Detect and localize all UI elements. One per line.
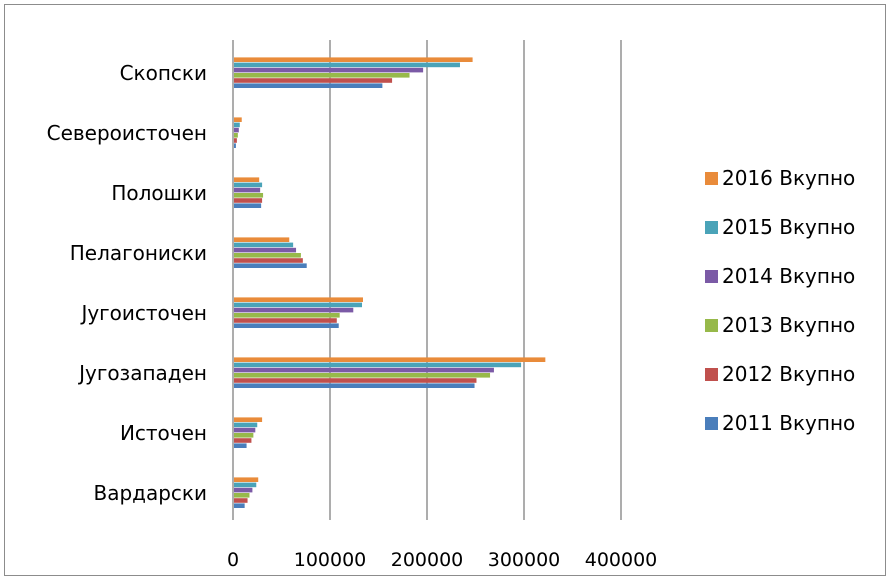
bar	[234, 138, 237, 143]
category-label: Источен	[120, 421, 207, 445]
category-label: Скопски	[120, 61, 207, 85]
bar	[234, 62, 460, 68]
bar	[234, 143, 236, 148]
bar	[234, 83, 383, 88]
legend-swatch	[705, 172, 718, 185]
x-tick-label: 100000	[294, 549, 367, 571]
bar	[234, 253, 301, 258]
category-label: Североисточен	[47, 121, 207, 145]
bar	[234, 318, 337, 323]
category-label: Југоисточен	[79, 301, 207, 325]
bar	[234, 493, 250, 498]
bar	[234, 177, 260, 182]
bar	[234, 133, 238, 138]
bar	[234, 237, 290, 242]
category-labels: Скопски Североисточен Полошки Пелагониски Ју…	[47, 61, 207, 505]
bar	[234, 357, 546, 362]
bar	[234, 193, 264, 198]
legend-label: 2011 Вкупно	[722, 411, 855, 435]
bar	[234, 203, 262, 208]
bar	[234, 247, 297, 253]
bar	[234, 422, 258, 428]
legend-label: 2015 Вкупно	[722, 215, 855, 239]
gridlines	[232, 40, 622, 520]
bar	[234, 427, 256, 433]
x-tick-label: 0	[227, 549, 239, 571]
x-axis-tick-labels: 0 100000 200000 300000 400000	[227, 549, 657, 571]
legend-swatch	[705, 270, 718, 283]
bar	[234, 378, 477, 383]
bars	[234, 57, 546, 508]
category-label: Полошки	[111, 181, 207, 205]
x-tick-label: 200000	[391, 549, 464, 571]
category-label: Пелагониски	[70, 241, 207, 265]
bar	[234, 503, 245, 508]
bar	[234, 307, 354, 313]
bar	[234, 433, 254, 438]
legend-label: 2013 Вкупно	[722, 313, 855, 337]
bar	[234, 302, 363, 308]
legend-label: 2014 Вкупно	[722, 264, 855, 288]
bar	[234, 383, 475, 388]
legend-swatch	[705, 319, 718, 332]
legend-label: 2012 Вкупно	[722, 362, 855, 386]
bar	[234, 313, 340, 318]
chart-frame: 0 100000 200000 300000 400000 Скопски Северои…	[4, 4, 886, 576]
bar	[234, 187, 261, 193]
bar	[234, 362, 522, 368]
bar	[234, 438, 252, 443]
bar	[234, 323, 339, 328]
bar	[234, 373, 491, 378]
category-label: Вардарски	[93, 481, 207, 505]
bar	[234, 477, 259, 482]
bar	[234, 487, 253, 493]
bar	[234, 482, 257, 488]
bar	[234, 498, 248, 503]
bar	[234, 127, 239, 133]
bar	[234, 367, 494, 373]
bar	[234, 78, 393, 83]
bar-chart: 0 100000 200000 300000 400000 Скопски Северои…	[47, 40, 855, 571]
legend-swatch	[705, 417, 718, 430]
bar	[234, 182, 263, 188]
bar	[234, 443, 247, 448]
bar	[234, 73, 410, 78]
bar	[234, 242, 294, 248]
bar	[234, 117, 242, 122]
category-label: Југозападен	[77, 361, 207, 385]
bar	[234, 57, 473, 62]
bar	[234, 198, 263, 203]
bar	[234, 67, 424, 73]
legend: 2016 Вкупно 2015 Вкупно 2014 Вкупно 2013 Вк…	[705, 166, 855, 435]
x-tick-label: 400000	[585, 549, 658, 571]
legend-swatch	[705, 368, 718, 381]
x-tick-label: 300000	[488, 549, 561, 571]
bar	[234, 417, 263, 422]
bar	[234, 297, 363, 302]
bar	[234, 122, 240, 128]
legend-label: 2016 Вкупно	[722, 166, 855, 190]
bar	[234, 263, 307, 268]
bar	[234, 258, 303, 263]
legend-swatch	[705, 221, 718, 234]
